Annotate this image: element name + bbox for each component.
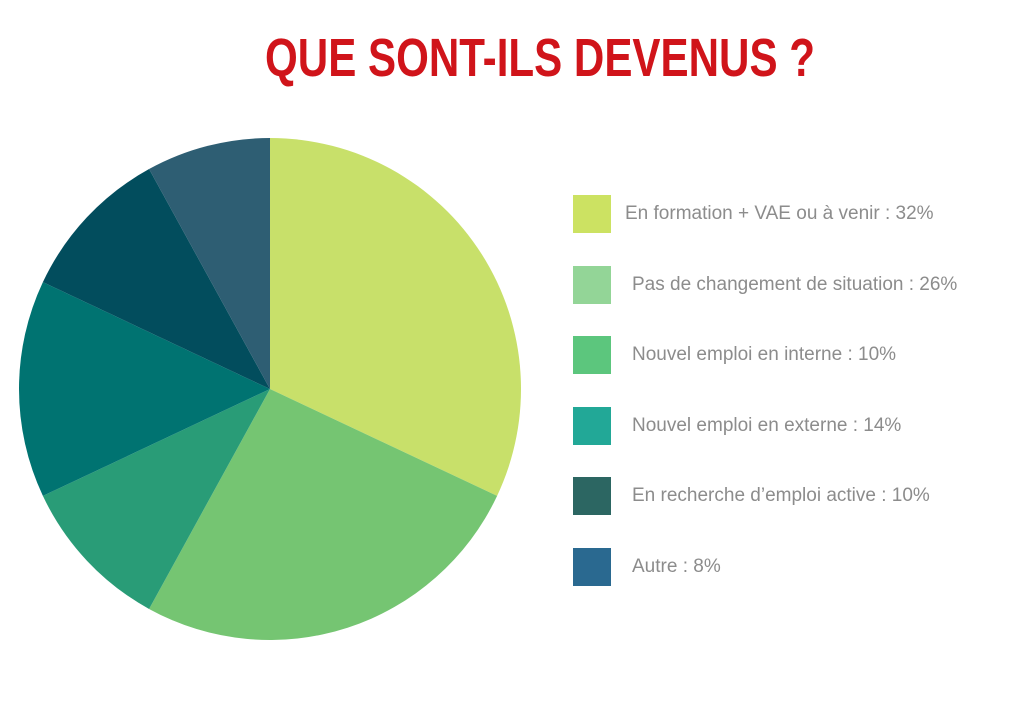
legend-swatch (573, 407, 611, 445)
legend-item: Nouvel emploi en externe : 14% (573, 407, 1013, 445)
pie-slice (42, 389, 270, 609)
legend-item: Nouvel emploi en interne : 10% (573, 336, 1013, 374)
pie-slice (270, 138, 521, 496)
legend-item: En recherche d’emploi active : 10% (573, 477, 1013, 515)
legend-item: Pas de changement de situation : 26% (573, 266, 1013, 304)
pie-slice (149, 389, 498, 640)
legend-label: Nouvel emploi en interne : 10% (632, 344, 897, 365)
legend-item: Autre : 8% (573, 548, 1013, 586)
pie-slice (42, 169, 270, 389)
legend-label: Pas de changement de situation : 26% (632, 274, 958, 295)
legend-swatch (573, 548, 611, 586)
legend-swatch (573, 477, 611, 515)
pie-slice (19, 282, 271, 496)
pie-slices (19, 138, 521, 640)
legend-label: Autre : 8% (632, 556, 721, 577)
legend-label: En recherche d’emploi active : 10% (632, 485, 930, 506)
legend-label: Nouvel emploi en externe : 14% (632, 415, 902, 436)
legend-swatch (573, 195, 611, 233)
chart-title: QUE SONT-ILS DEVENUS ? (265, 28, 815, 88)
legend-item: En formation + VAE ou à venir : 32% (573, 195, 1013, 233)
legend-swatch (573, 266, 611, 304)
legend-label: En formation + VAE ou à venir : 32% (625, 203, 934, 224)
legend-swatch (573, 336, 611, 374)
pie-slice (149, 138, 270, 389)
